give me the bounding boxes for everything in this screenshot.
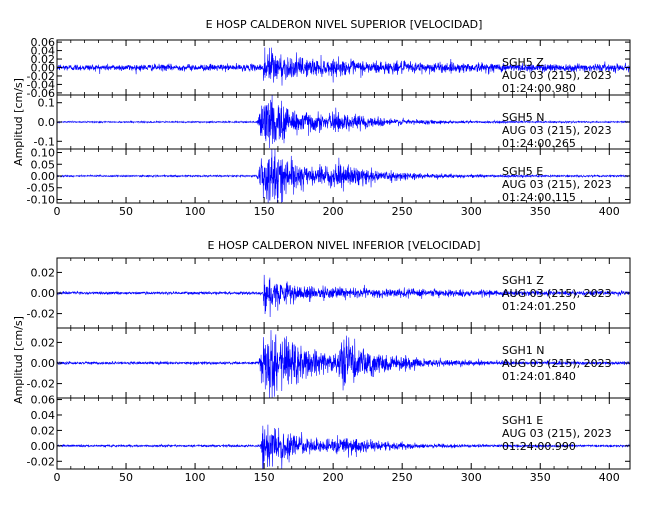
waveform-trace — [56, 47, 631, 86]
record-date-label: AUG 03 (215), 2023 — [502, 357, 612, 370]
y-tick-label: -0.02 — [27, 308, 55, 321]
record-date-label: AUG 03 (215), 2023 — [502, 69, 612, 82]
x-tick-label: 250 — [392, 205, 413, 218]
y-tick-label: 0.00 — [31, 287, 56, 300]
record-date-label: AUG 03 (215), 2023 — [502, 427, 612, 440]
x-tick-label: 350 — [530, 471, 551, 484]
y-tick-label: -0.02 — [27, 378, 55, 391]
station-channel-label: SGH1 N — [502, 344, 545, 357]
x-tick-label: 100 — [185, 471, 206, 484]
y-tick-label: 0.02 — [31, 424, 56, 437]
record-date-label: AUG 03 (215), 2023 — [502, 287, 612, 300]
y-tick-label: 0.1 — [38, 97, 56, 110]
x-tick-label: 400 — [599, 471, 620, 484]
y-tick-label: 0.02 — [31, 266, 56, 279]
y-tick-label: 0.00 — [31, 440, 56, 453]
waveform-trace — [56, 94, 631, 149]
upper-chart-title: E HOSP CALDERON NIVEL SUPERIOR [VELOCIDA… — [206, 18, 483, 31]
y-tick-label: 0.05 — [31, 158, 56, 171]
x-tick-label: 300 — [461, 205, 482, 218]
y-tick-label: 0.0 — [38, 116, 56, 129]
station-channel-label: SGH1 E — [502, 414, 543, 427]
record-time-label: 01:24:00.265 — [502, 137, 576, 150]
y-tick-label: 0.00 — [31, 170, 56, 183]
record-date-label: AUG 03 (215), 2023 — [502, 124, 612, 137]
station-channel-label: SGH5 N — [502, 111, 545, 124]
y-tick-label: -0.02 — [27, 70, 55, 83]
x-tick-label: 300 — [461, 471, 482, 484]
x-tick-label: 100 — [185, 205, 206, 218]
waveform-trace — [56, 274, 631, 318]
y-tick-label: 0.02 — [31, 53, 56, 66]
y-tick-label: -0.05 — [27, 182, 55, 195]
y-tick-label: 0.06 — [31, 394, 56, 407]
x-tick-label: 200 — [323, 471, 344, 484]
waveform-trace — [56, 424, 631, 470]
x-tick-label: 400 — [599, 205, 620, 218]
record-time-label: 01:24:00.980 — [502, 82, 576, 95]
x-tick-label: 350 — [530, 205, 551, 218]
lower-y-axis-label: Amplitud [cm/s] — [12, 316, 25, 404]
upper-y-axis-label: Amplitud [cm/s] — [12, 78, 25, 166]
y-tick-label: 0.04 — [31, 409, 56, 422]
y-tick-label: -0.02 — [27, 455, 55, 468]
panel-0-2: -0.10-0.050.000.050.10 0 50 100 150 200 250 300… — [27, 147, 631, 218]
panel-0-0: -0.06-0.04-0.020.000.020.040.06 SGH5 ZAUG… — [27, 36, 631, 100]
waveform-trace — [56, 148, 631, 204]
station-channel-label: SGH5 E — [502, 165, 543, 178]
x-tick-label: 0 — [54, 205, 61, 218]
x-tick-label: 50 — [119, 205, 133, 218]
x-tick-label: 150 — [254, 471, 275, 484]
record-time-label: 01:24:00.990 — [502, 440, 576, 453]
waveform-trace — [56, 330, 631, 399]
y-tick-label: -0.1 — [34, 135, 55, 148]
x-tick-label: 200 — [323, 205, 344, 218]
y-tick-label: 0.00 — [31, 62, 56, 75]
station-channel-label: SGH1 Z — [502, 274, 544, 287]
panel-1-2: -0.02 0.00 0.02 0.04 0.06 0 50 100 150 200 250 300 3… — [27, 394, 631, 484]
record-time-label: 01:24:01.840 — [502, 370, 576, 383]
station-channel-label: SGH5 Z — [502, 56, 544, 69]
y-tick-label: 0.02 — [31, 336, 56, 349]
x-tick-label: 250 — [392, 471, 413, 484]
y-tick-label: 0.04 — [31, 45, 56, 58]
record-time-label: 01:24:01.250 — [502, 300, 576, 313]
x-tick-label: 50 — [119, 471, 133, 484]
panel-frame — [56, 397, 631, 470]
y-tick-label: 0.10 — [31, 147, 56, 160]
y-tick-label: -0.06 — [27, 87, 55, 100]
y-tick-label: -0.10 — [27, 193, 55, 206]
record-date-label: AUG 03 (215), 2023 — [502, 178, 612, 191]
x-tick-label: 150 — [254, 205, 275, 218]
x-tick-label: 0 — [54, 471, 61, 484]
lower-chart-title: E HOSP CALDERON NIVEL INFERIOR [VELOCIDA… — [208, 239, 481, 252]
y-tick-label: 0.06 — [31, 36, 56, 49]
y-tick-label: -0.04 — [27, 78, 55, 91]
record-time-label: 01:24:00.115 — [502, 191, 576, 204]
y-tick-label: 0.00 — [31, 357, 56, 370]
